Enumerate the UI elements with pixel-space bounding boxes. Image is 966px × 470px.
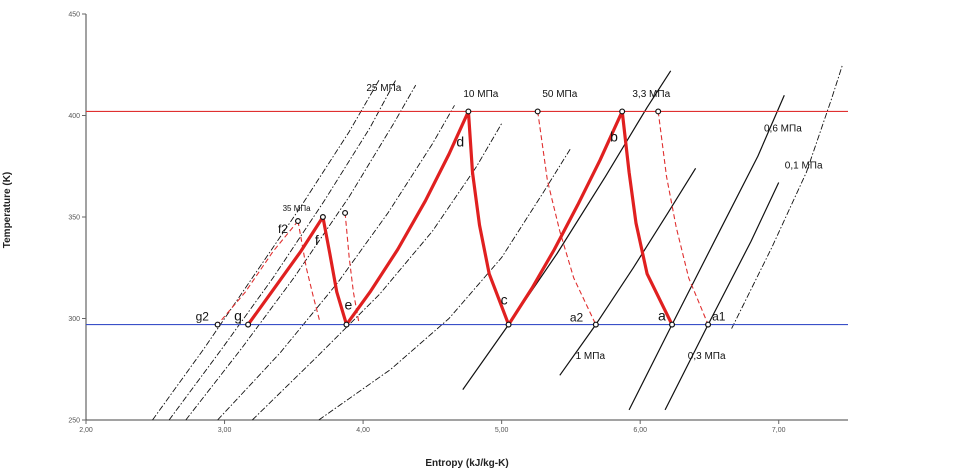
x-tick-label: 4,00 — [356, 427, 370, 434]
isobar-line — [152, 78, 381, 421]
point-label-f: f — [315, 232, 319, 248]
state-marker — [214, 321, 221, 328]
point-label-c: c — [501, 292, 508, 308]
state-marker — [319, 214, 326, 221]
state-marker — [619, 108, 626, 115]
y-tick-label: 300 — [68, 316, 80, 323]
y-tick-label: 350 — [68, 215, 80, 222]
x-tick-label: 2,00 — [79, 427, 93, 434]
state-marker — [669, 321, 676, 328]
point-label-a: a — [658, 308, 666, 324]
point-label-f2: f2 — [278, 222, 288, 236]
point-label-e: e — [344, 297, 352, 313]
x-axis-label: Entropy (kJ/kg-K) — [425, 458, 508, 469]
x-tick-label: 5,00 — [495, 427, 509, 434]
y-tick-label: 250 — [68, 418, 80, 425]
isobar-label: 1 МПа — [576, 351, 606, 362]
state-marker — [534, 108, 541, 115]
isobar-line — [664, 182, 780, 411]
x-tick-label: 6,00 — [633, 427, 647, 434]
isobar-label: 3,3 МПа — [632, 89, 670, 100]
isobar-label: 0,1 МПа — [785, 160, 823, 171]
isobar-line — [168, 78, 397, 421]
y-tick-label: 400 — [68, 113, 80, 120]
isobar-label: 25 МПа — [366, 83, 401, 94]
isobar-line — [251, 123, 502, 421]
ideal-process-lines — [217, 111, 709, 325]
ideal-process-line — [297, 221, 321, 323]
isotherm-lines — [86, 110, 848, 326]
isobar-line — [318, 147, 572, 421]
chart-labels: a b c d e f g a1 a2 f2 g2 25 МПа 10 МПа 50 МПа 3,3 МПа… — [196, 83, 823, 362]
isobar-label: 0,3 МПа — [688, 351, 726, 362]
state-marker — [592, 321, 599, 328]
isobar-label: 35 МПа — [283, 204, 312, 213]
point-label-g: g — [234, 308, 242, 324]
isobar-line — [731, 64, 843, 329]
ideal-process-line — [537, 111, 597, 325]
x-tick-label: 3,00 — [218, 427, 232, 434]
state-marker — [294, 218, 301, 225]
point-label-a2: a2 — [570, 311, 584, 325]
isobar-label: 0,6 МПа — [764, 124, 802, 135]
state-marker — [655, 108, 662, 115]
isobar-label: 10 МПа — [463, 89, 498, 100]
isobar-line — [462, 70, 672, 390]
state-marker — [343, 321, 350, 328]
state-marker — [505, 321, 512, 328]
isobar-line — [185, 84, 417, 421]
axes-frame — [85, 14, 848, 421]
y-tick-label: 450 — [68, 12, 80, 19]
point-label-b: b — [610, 128, 618, 144]
state-marker — [465, 108, 472, 115]
point-label-g2: g2 — [196, 310, 210, 324]
x-tick-label: 7,00 — [772, 427, 786, 434]
isobar-label: 50 МПа — [542, 89, 577, 100]
isobar-line — [217, 105, 455, 421]
state-marker — [342, 209, 349, 216]
isobar-line — [559, 167, 697, 376]
point-label-d: d — [456, 133, 464, 149]
isobar-line — [628, 94, 785, 411]
isobar-lines — [152, 64, 843, 421]
axis-ticks: 2,00 3,00 4,00 5,00 6,00 7,00 250 300 350 400 450 — [68, 12, 785, 435]
y-axis-label: Temperature (K) — [2, 172, 13, 249]
state-markers — [214, 108, 712, 328]
point-label-a1: a1 — [712, 310, 726, 324]
ideal-process-line — [217, 220, 299, 325]
state-marker — [705, 321, 712, 328]
state-marker — [245, 321, 252, 328]
ideal-process-line — [657, 111, 709, 325]
